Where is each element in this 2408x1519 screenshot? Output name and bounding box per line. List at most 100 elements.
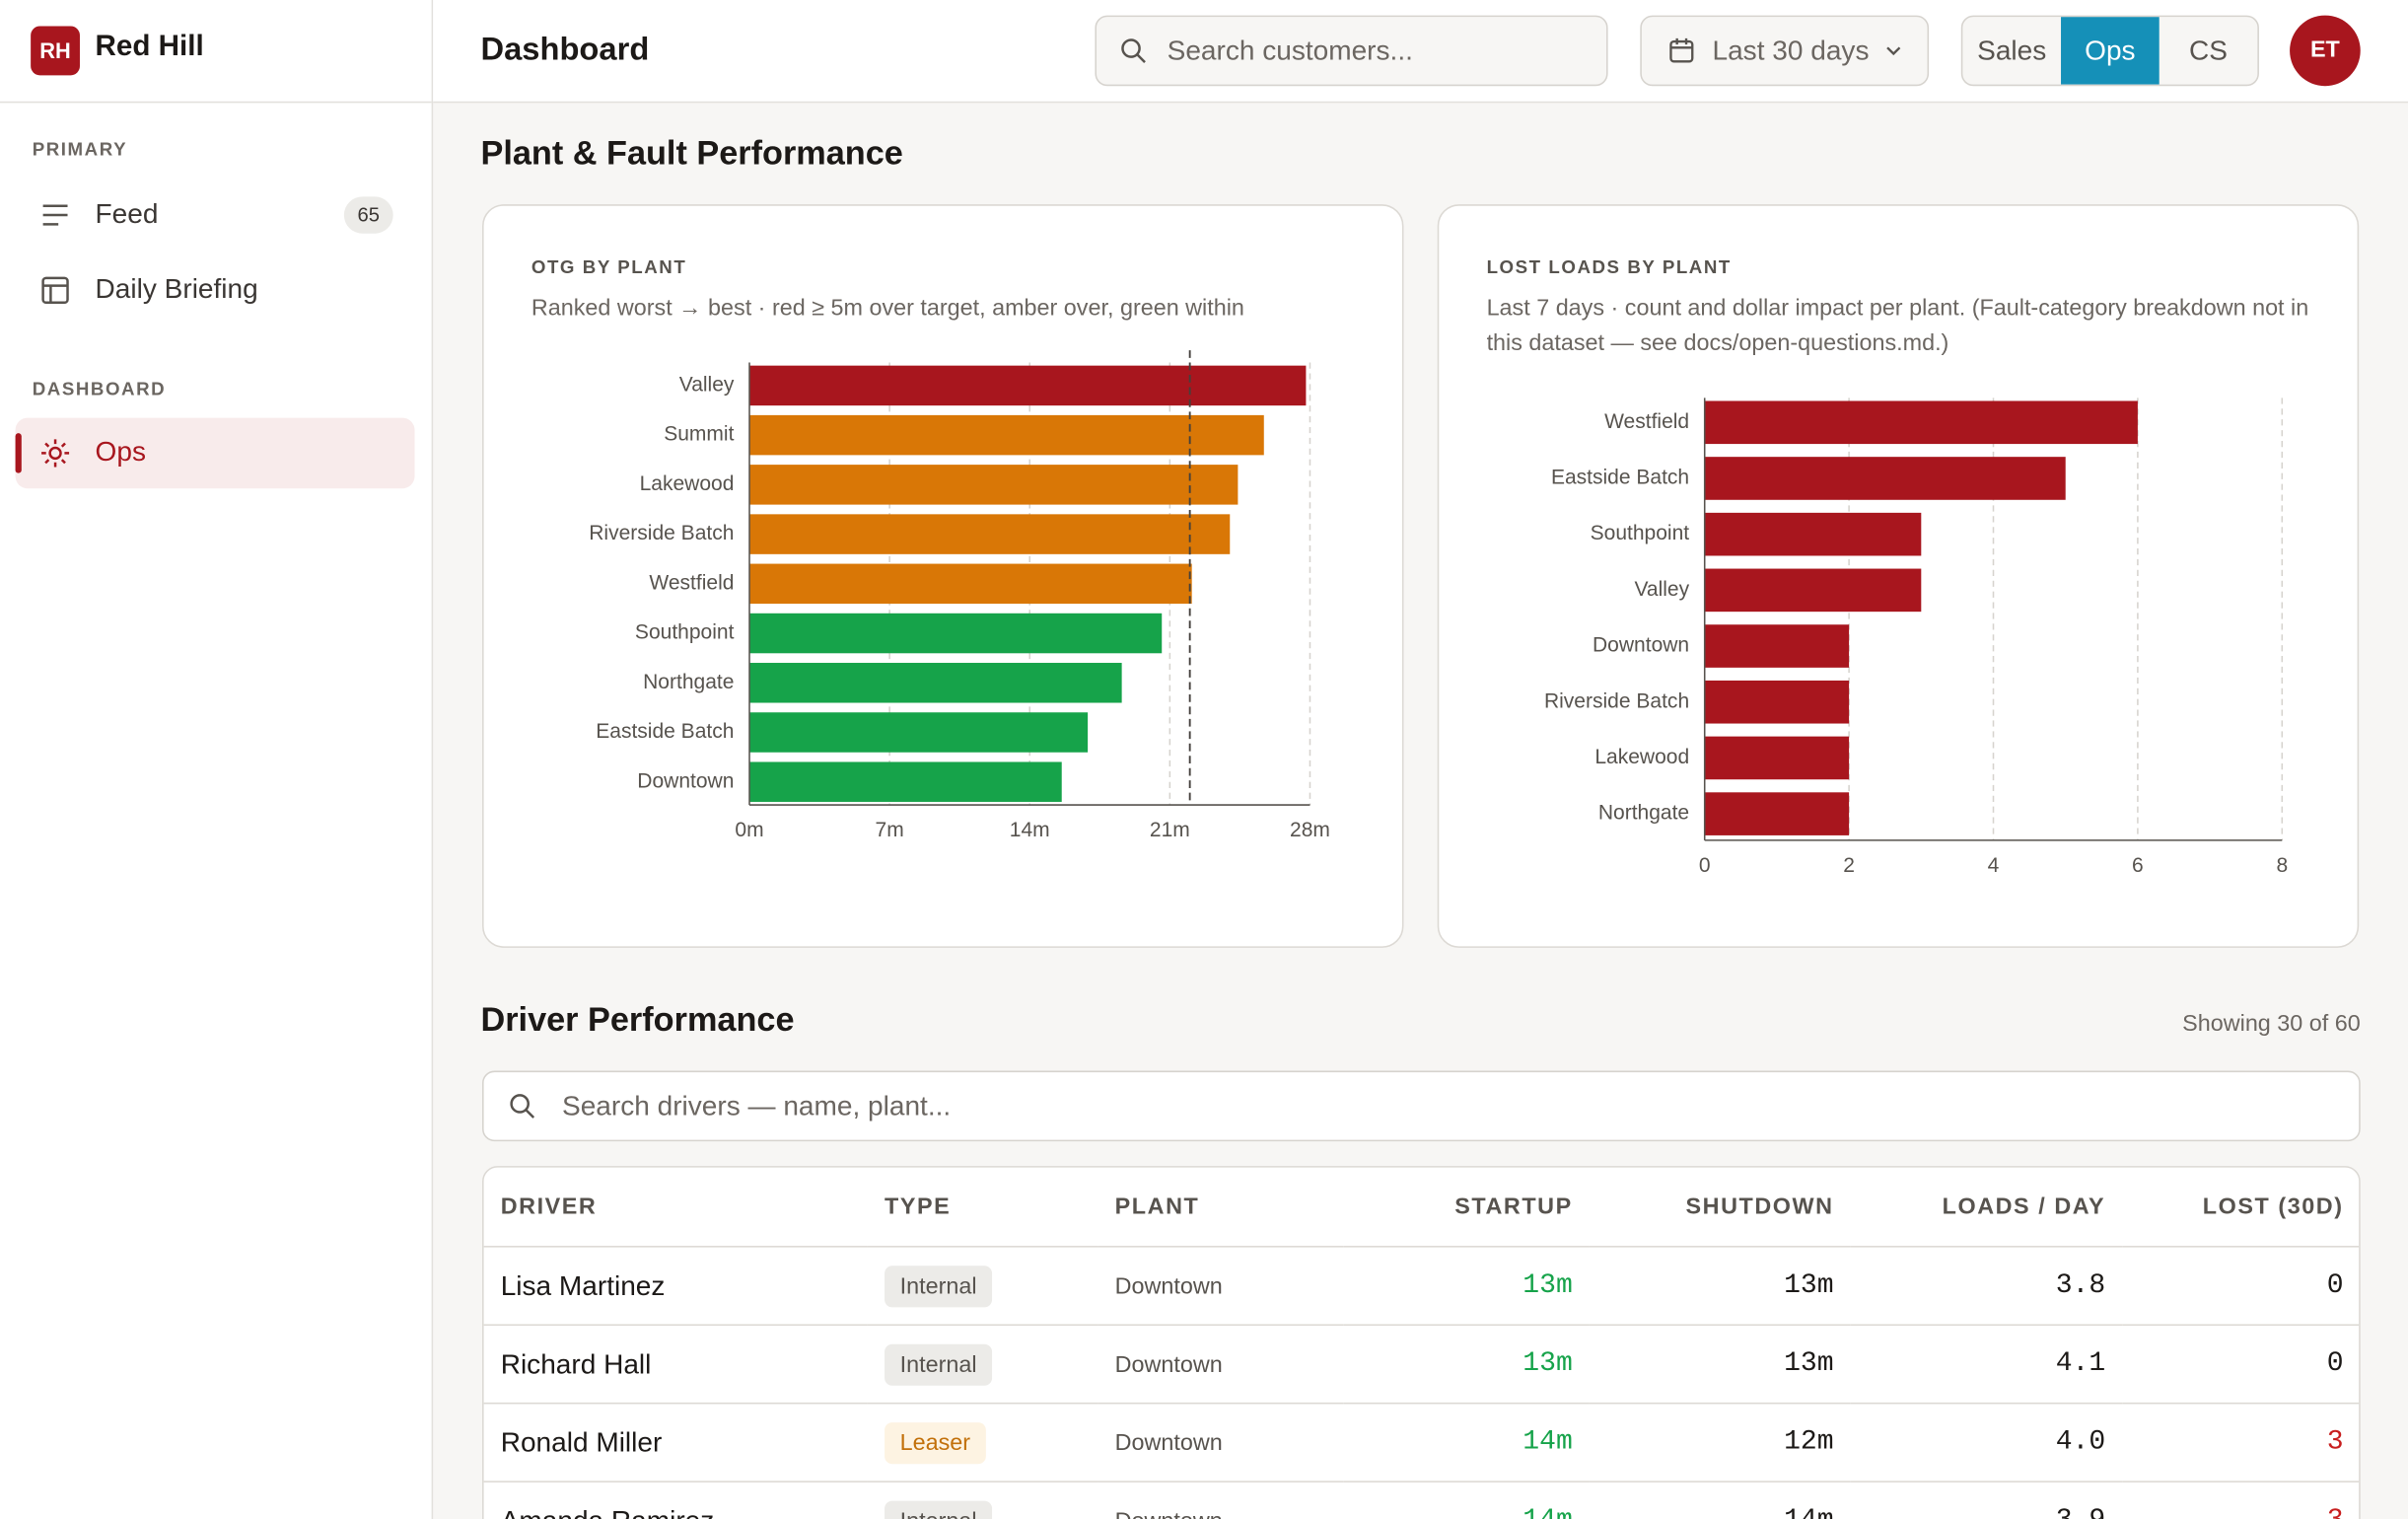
sidebar: RH Red Hill PRIMARY Feed 65 Daily Briefi…: [0, 0, 434, 1519]
section-title: DASHBOARD: [32, 378, 167, 399]
category-label: Southpoint: [1591, 522, 1690, 544]
active-indicator: [15, 433, 22, 473]
type-cell: Internal: [867, 1325, 1098, 1405]
category-label: Valley: [679, 373, 735, 396]
bar: [1704, 792, 1850, 835]
category-label: Summit: [664, 423, 734, 446]
search-placeholder: Search drivers — name, plant...: [562, 1090, 952, 1121]
bar: [749, 465, 1239, 505]
result-count: Showing 30 of 60: [2182, 1010, 2361, 1038]
nav-item[interactable]: Ops: [15, 417, 415, 489]
briefing-icon: [41, 276, 69, 305]
bar: [749, 414, 1264, 456]
x-tick-label: 0: [1699, 854, 1711, 877]
bar: [749, 761, 1062, 802]
x-tick-label: 8: [2276, 854, 2288, 877]
category-label: Westfield: [1604, 410, 1689, 433]
category-label: Northgate: [1598, 802, 1689, 825]
feed-icon: [42, 204, 68, 226]
category-label: Eastside Batch: [1551, 467, 1689, 489]
driver-search[interactable]: Search drivers — name, plant...: [482, 1070, 2361, 1142]
column-header: LOADS / DAY: [1850, 1167, 2123, 1248]
date-range[interactable]: Last 30 days: [1640, 15, 1930, 87]
x-tick-label: 28m: [1290, 819, 1330, 841]
x-tick-label: 2: [1843, 854, 1855, 877]
startup: 13m: [1343, 1325, 1590, 1405]
lost-loads: 3: [2122, 1403, 2360, 1483]
table-row[interactable]: Ronald Miller Leaser Downtown 14m 12m 4.0 3: [483, 1403, 2360, 1483]
bar: [749, 613, 1163, 654]
view-tab[interactable]: Ops: [2061, 17, 2160, 85]
table-header: DRIVER TYPE PLANT STARTUP SHUTDOWN LOADS / DA…: [483, 1167, 2360, 1248]
x-tick-label: 6: [2132, 854, 2144, 877]
category-label: Downtown: [637, 769, 734, 792]
category-label: Lakewood: [1594, 746, 1689, 768]
chart-subtitle: Ranked worst → best · red ≥ 5m over targ…: [531, 295, 1244, 322]
startup: 13m: [1343, 1246, 1590, 1327]
avatar[interactable]: ET: [2290, 15, 2361, 87]
driver-name: Richard Hall: [483, 1325, 868, 1405]
nav-item[interactable]: Feed 65: [16, 180, 415, 251]
category-label: Downtown: [1593, 634, 1689, 657]
view-tab[interactable]: CS: [2189, 35, 2229, 66]
loads-per-day: 3.9: [1850, 1482, 2123, 1519]
type-cell: Internal: [867, 1246, 1098, 1327]
plant: Downtown: [1098, 1403, 1344, 1483]
shutdown: 13m: [1589, 1246, 1851, 1327]
category-label: Riverside Batch: [1544, 689, 1689, 712]
category-label: Lakewood: [640, 472, 735, 495]
loads-per-day: 4.0: [1850, 1403, 2123, 1483]
brand-bar: RH Red Hill: [0, 0, 432, 104]
calendar-icon: [1669, 37, 1694, 63]
category-label: Valley: [1634, 578, 1689, 601]
brand-name[interactable]: Red Hill: [95, 31, 204, 63]
table-row[interactable]: Lisa Martinez Internal Downtown 13m 13m 3.8 0: [483, 1246, 2360, 1327]
category-label: Westfield: [649, 571, 734, 594]
column-header: TYPE: [867, 1167, 1098, 1248]
chart-card: OTG BY PLANT Ranked worst → best · red ≥…: [482, 204, 1404, 948]
page-title: Dashboard: [480, 32, 650, 68]
search-placeholder: Search customers...: [1167, 35, 1413, 66]
view-tab[interactable]: Sales: [1977, 35, 2047, 66]
chart-plot: 0 2 4 6 8 Westfield Eastside Batch Southpoint Va…: [1544, 398, 2288, 877]
table-row[interactable]: Richard Hall Internal Downtown 13m 13m 4.1 0: [483, 1325, 2360, 1405]
chart-plot: 0m 7m 14m 21m 28m Valley Summit Lakewood Riversi…: [589, 350, 1330, 841]
plant: Downtown: [1098, 1246, 1344, 1327]
column-header: SHUTDOWN: [1589, 1167, 1851, 1248]
logo[interactable]: RH: [31, 26, 80, 76]
chart-subtitle: Last 7 days · count and dollar impact pe…: [1486, 295, 2309, 357]
bar: [1704, 568, 1922, 613]
type-pill: Internal: [885, 1342, 993, 1385]
section-title: Driver Performance: [480, 999, 795, 1039]
ops-icon: [41, 439, 70, 468]
shutdown: 13m: [1589, 1325, 1851, 1405]
bar: [749, 663, 1122, 703]
bar: [1704, 512, 1922, 556]
category-label: Southpoint: [635, 621, 735, 644]
table-row[interactable]: Amanda RamirezInternalDowntown14m14m3.93: [483, 1482, 2360, 1519]
x-tick-label: 14m: [1010, 819, 1050, 841]
startup: 14m: [1343, 1403, 1590, 1483]
driver-table-card: DRIVER TYPE PLANT STARTUP SHUTDOWN LOADS / DA…: [482, 1166, 2361, 1519]
bar: [1704, 736, 1850, 780]
bar: [1704, 400, 2138, 445]
nav-item[interactable]: Daily Briefing: [16, 255, 415, 326]
chart-title: LOST LOADS BY PLANT: [1486, 256, 1732, 278]
date-range-label: Last 30 days: [1712, 35, 1870, 66]
plant: Downtown: [1098, 1482, 1344, 1519]
customer-search[interactable]: Search customers...: [1095, 15, 1608, 87]
x-tick-label: 7m: [876, 819, 904, 841]
loads-per-day: 3.8: [1850, 1246, 2123, 1327]
column-header: STARTUP: [1343, 1167, 1590, 1248]
section-title: Plant & Fault Performance: [480, 133, 903, 173]
column-header: PLANT: [1098, 1167, 1344, 1248]
bar: [1704, 680, 1850, 724]
chevron: [1886, 46, 1901, 56]
lost-loads: 0: [2122, 1325, 2360, 1405]
view-switch: Sales Ops CS: [1960, 15, 2259, 87]
nav-label: Feed: [95, 197, 159, 230]
bar: [749, 712, 1089, 753]
search-icon: [510, 1094, 535, 1119]
column-header: DRIVER: [483, 1167, 868, 1248]
